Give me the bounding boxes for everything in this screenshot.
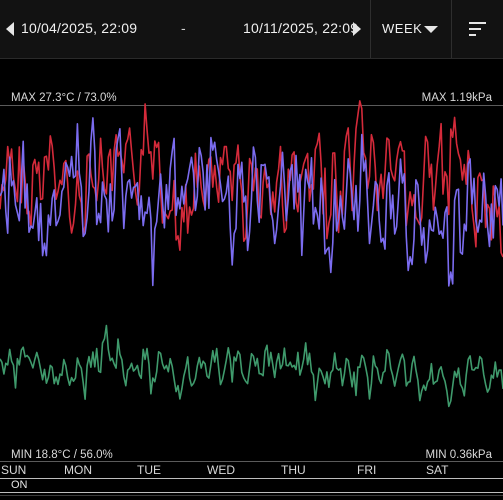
divider — [451, 0, 452, 58]
day-label: SAT — [426, 463, 449, 477]
end-date[interactable]: 10/11/2025, 22:09 — [243, 20, 359, 36]
start-date[interactable]: 10/04/2025, 22:09 — [21, 20, 138, 36]
max-temp-humidity-label: MAX 27.3°C / 73.0% — [11, 92, 117, 104]
divider — [0, 495, 503, 496]
day-label: MON — [64, 463, 92, 477]
temperature-series-line — [0, 100, 503, 258]
min-pressure-label: MIN 0.36kPa — [425, 449, 492, 461]
min-temp-humidity-label: MIN 18.8°C / 56.0% — [11, 449, 113, 461]
sort-icon — [469, 28, 481, 30]
sort-icon — [469, 34, 476, 36]
period-dropdown[interactable]: WEEK — [372, 0, 450, 58]
pressure-series-line — [0, 324, 503, 408]
sort-icon — [469, 22, 486, 24]
day-label: THU — [281, 463, 306, 477]
top-bar: 10/04/2025, 22:09 - 10/11/2025, 22:09 WE… — [0, 0, 503, 59]
day-label: WED — [207, 463, 235, 477]
min-line — [0, 461, 503, 462]
humidity-series-line — [0, 117, 503, 287]
date-range: 10/04/2025, 22:09 - 10/11/2025, 22:09 — [0, 0, 370, 58]
sort-menu-button[interactable] — [452, 0, 503, 58]
date-separator: - — [181, 20, 186, 36]
day-axis: SUN MON TUE WED THU FRI SAT — [0, 462, 503, 478]
chevron-down-icon — [424, 26, 438, 33]
previous-arrow-icon[interactable] — [6, 22, 14, 36]
period-label: WEEK — [382, 21, 423, 36]
day-label: TUE — [137, 463, 161, 477]
divider — [370, 0, 371, 58]
status-row: ON — [0, 478, 503, 493]
day-label: FRI — [357, 463, 377, 477]
next-arrow-icon[interactable] — [353, 22, 361, 36]
status-label: ON — [11, 479, 28, 491]
max-line — [0, 105, 503, 106]
max-pressure-label: MAX 1.19kPa — [421, 92, 492, 104]
day-label: SUN — [1, 463, 27, 477]
